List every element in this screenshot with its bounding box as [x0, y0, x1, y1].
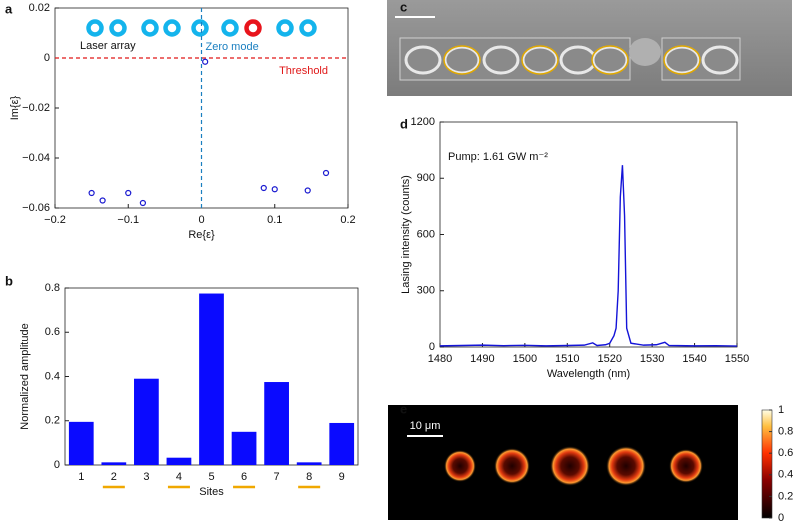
bar	[231, 431, 257, 465]
panel-label: d	[400, 116, 408, 131]
colorbar-tick-label: 0.6	[778, 447, 793, 459]
x-tick-label: 0.2	[340, 214, 355, 226]
x-tick-label: −0.1	[117, 214, 139, 226]
colorbar-tick-label: 0.4	[778, 469, 793, 481]
threshold-label: Threshold	[279, 65, 328, 77]
ring-icon	[221, 19, 239, 37]
x-tick-label: −0.2	[44, 214, 66, 226]
panel-label: c	[400, 0, 407, 14]
x-tick-label: 1540	[682, 353, 706, 365]
bar	[296, 462, 322, 465]
x-tick-label: 3	[143, 471, 149, 483]
x-axis-label: Wavelength (nm)	[547, 368, 630, 380]
ring-icon	[141, 19, 159, 37]
x-tick-label: 1510	[555, 353, 579, 365]
scale-bar-label: 10 μm	[410, 420, 441, 432]
y-tick-label: −0.06	[22, 202, 50, 214]
x-tick-label: 9	[339, 471, 345, 483]
panel-label: e	[400, 401, 407, 416]
colorbar-tick-label: 0.8	[778, 426, 793, 438]
bar	[329, 422, 355, 465]
y-tick-label: 0.8	[45, 282, 60, 294]
point	[88, 189, 95, 197]
colorbar-tick-label: 0.2	[778, 490, 793, 502]
colorbar-tick-label: 0	[778, 512, 784, 524]
y-tick-label: 0	[44, 52, 50, 64]
y-tick-label: 0	[429, 341, 435, 353]
x-tick-label: 7	[274, 471, 280, 483]
y-axis-label: Normalized amplitude	[19, 323, 31, 429]
ring-icon	[86, 19, 104, 37]
x-tick-label: 1490	[470, 353, 494, 365]
bar	[134, 378, 159, 465]
y-tick-label: 600	[417, 228, 435, 240]
bar	[101, 462, 127, 465]
y-tick-label: 0.02	[29, 2, 50, 14]
sem-image	[387, 0, 792, 96]
x-tick-label: 4	[176, 471, 182, 483]
y-tick-label: −0.02	[22, 102, 50, 114]
laser-array-icons	[86, 19, 317, 37]
x-tick-label: 2	[111, 471, 117, 483]
x-tick-label: 8	[306, 471, 312, 483]
panel-label: b	[5, 273, 13, 288]
annotation: Pump: 1.61 GW m⁻²	[448, 151, 548, 163]
ring-icon	[244, 19, 262, 37]
y-tick-label: 1200	[411, 116, 435, 128]
ring-icon	[299, 19, 317, 37]
x-tick-label: 1	[78, 471, 84, 483]
bar	[199, 293, 224, 465]
point	[202, 58, 209, 65]
ring-icon	[191, 19, 209, 37]
x-axis-label: Re{ε}	[188, 229, 215, 241]
y-tick-label: 300	[417, 285, 435, 297]
x-axis-label: Sites	[199, 486, 224, 498]
x-tick-label: 0	[198, 214, 204, 226]
spectrum-line	[439, 165, 738, 347]
x-tick-label: 1530	[640, 353, 664, 365]
x-tick-label: 1520	[597, 353, 621, 365]
ring-icon	[163, 19, 181, 37]
x-tick-label: 1480	[428, 353, 452, 365]
point	[260, 184, 267, 192]
ring-icon	[276, 19, 294, 37]
annotation: Zero mode	[206, 41, 259, 53]
y-tick-label: 0.6	[45, 326, 60, 338]
annotation: Laser array	[80, 40, 136, 52]
bar	[166, 457, 192, 465]
y-axis-label: Lasing intensity (counts)	[400, 175, 412, 294]
colorbar-tick-label: 1	[778, 404, 784, 416]
heat-map	[388, 405, 773, 520]
x-tick-label: 1500	[513, 353, 537, 365]
x-tick-label: 0.1	[267, 214, 282, 226]
point	[304, 187, 311, 194]
x-tick-label: 1550	[725, 353, 749, 365]
point	[125, 189, 132, 197]
y-tick-label: −0.04	[22, 152, 50, 164]
bar	[264, 382, 289, 465]
point	[139, 199, 146, 207]
y-tick-label: 900	[417, 172, 435, 184]
y-axis-label: Im{ε}	[9, 95, 21, 120]
x-tick-label: 6	[241, 471, 247, 483]
bar	[68, 421, 94, 465]
point	[322, 169, 330, 177]
y-tick-label: 0	[54, 459, 60, 471]
y-tick-label: 0.2	[45, 415, 60, 427]
ring-icon	[109, 19, 127, 37]
panel-label: a	[5, 1, 13, 16]
y-tick-label: 0.4	[45, 370, 60, 382]
x-tick-label: 5	[208, 471, 214, 483]
point	[99, 197, 106, 204]
point	[271, 186, 278, 193]
